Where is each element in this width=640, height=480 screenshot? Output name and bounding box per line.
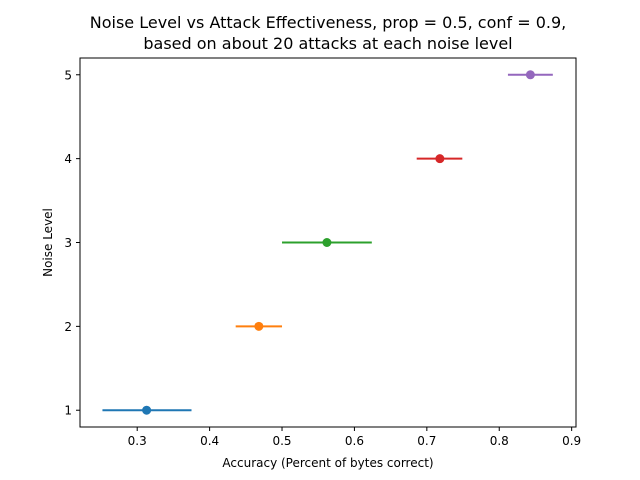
y-tick-label: 4 (64, 152, 72, 166)
y-tick-label: 1 (64, 404, 72, 418)
x-tick-label: 0.4 (200, 434, 219, 448)
y-tick-label: 5 (64, 68, 72, 82)
data-point-noise-5 (525, 70, 535, 80)
chart-title-line-2: based on about 20 attacks at each noise … (143, 34, 512, 53)
x-tick-label: 0.5 (272, 434, 291, 448)
x-tick-label: 0.8 (490, 434, 509, 448)
data-point-noise-1 (142, 405, 152, 415)
x-axis: 0.3 0.4 0.5 0.6 0.7 0.8 0.9 (128, 427, 581, 448)
chart-title-line-1: Noise Level vs Attack Effectiveness, pro… (90, 13, 566, 32)
x-axis-label: Accuracy (Percent of bytes correct) (222, 456, 433, 470)
y-tick-label: 2 (64, 320, 72, 334)
x-tick-label: 0.3 (128, 434, 147, 448)
plot-area (102, 70, 553, 415)
data-point-noise-3 (322, 238, 332, 247)
y-axis: 1 2 3 4 5 (64, 68, 80, 418)
data-point-noise-4 (435, 154, 445, 164)
x-tick-label: 0.9 (562, 434, 581, 448)
x-tick-label: 0.6 (345, 434, 364, 448)
y-axis-label: Noise Level (41, 208, 55, 277)
y-tick-label: 3 (64, 236, 72, 250)
x-tick-label: 0.7 (417, 434, 436, 448)
data-point-noise-2 (254, 321, 264, 331)
